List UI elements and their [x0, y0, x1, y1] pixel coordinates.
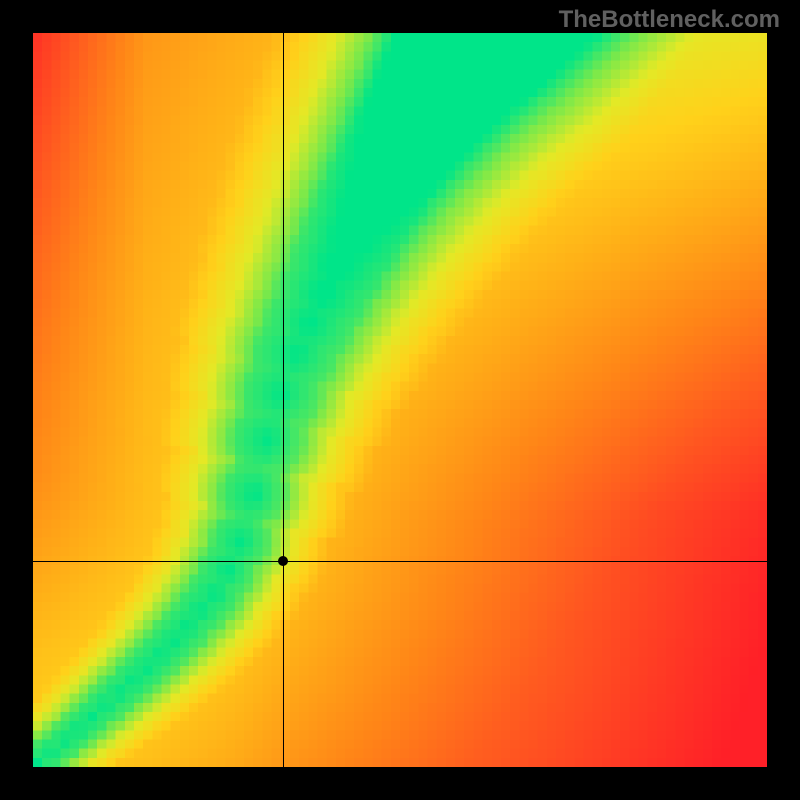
- heatmap-canvas: [33, 33, 767, 767]
- crosshair-vertical: [283, 33, 284, 767]
- crosshair-marker: [278, 556, 288, 566]
- crosshair-horizontal: [33, 561, 767, 562]
- chart-container: TheBottleneck.com: [0, 0, 800, 800]
- watermark-text: TheBottleneck.com: [559, 6, 780, 34]
